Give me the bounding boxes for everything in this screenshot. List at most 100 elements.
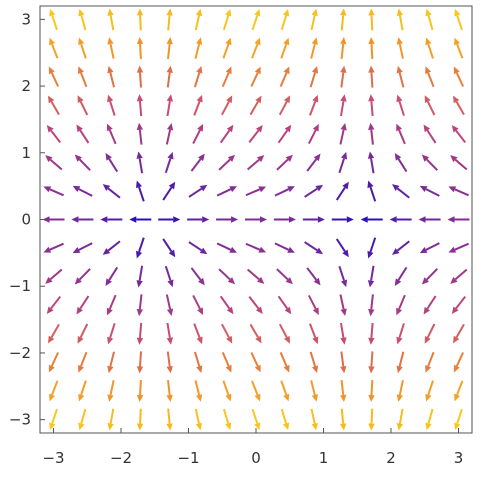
arrow-head xyxy=(394,153,402,161)
arrow-head xyxy=(225,66,232,75)
arrow-head xyxy=(226,124,234,133)
arrow-head xyxy=(285,277,293,285)
arrow-shaft xyxy=(167,43,171,59)
arrow-shaft xyxy=(193,72,201,88)
arrow-head xyxy=(340,94,347,102)
vector-arrow xyxy=(136,151,144,174)
vector-arrow xyxy=(394,153,408,173)
arrow-shaft xyxy=(79,323,89,338)
arrow-shaft xyxy=(370,322,374,338)
vector-arrow xyxy=(194,408,203,431)
arrow-shaft xyxy=(307,129,317,144)
arrow-shaft xyxy=(310,380,316,396)
arrow-shaft xyxy=(50,323,60,338)
arrow-shaft xyxy=(51,43,59,59)
y-tick-label: 2 xyxy=(21,77,31,95)
vector-arrow xyxy=(250,352,261,373)
arrow-head xyxy=(136,65,144,73)
vector-arrow xyxy=(368,322,375,345)
vector-arrow xyxy=(340,37,347,59)
arrow-shaft xyxy=(340,322,345,338)
vector-arrow xyxy=(194,8,203,31)
arrow-shaft xyxy=(251,408,259,424)
arrow-head xyxy=(396,65,403,74)
arrow-shaft xyxy=(80,43,87,59)
arrow-head xyxy=(312,307,319,316)
arrow-shaft xyxy=(398,351,405,367)
arrow-shaft xyxy=(250,352,259,367)
arrow-shaft xyxy=(306,158,318,172)
arrow-head xyxy=(225,8,232,17)
arrow-shaft xyxy=(109,43,115,59)
vector-arrow xyxy=(425,351,435,373)
x-tick-label: 1 xyxy=(319,449,329,467)
vector-arrow xyxy=(396,94,405,116)
arrow-shaft xyxy=(454,158,468,171)
arrow-head xyxy=(47,335,55,344)
vector-arrow xyxy=(396,351,405,374)
arrow-shaft xyxy=(307,295,317,310)
vector-arrow xyxy=(368,8,375,31)
arrow-head xyxy=(136,8,144,16)
arrow-shaft xyxy=(50,129,62,144)
vector-arrow xyxy=(396,37,404,59)
vector-arrow xyxy=(339,294,347,317)
arrow-shaft xyxy=(216,242,232,251)
arrow-shaft xyxy=(50,101,60,116)
vector-arrow xyxy=(309,66,319,88)
arrow-head xyxy=(340,366,347,374)
arrow-shaft xyxy=(309,72,316,88)
arrow-head xyxy=(288,216,296,223)
vector-arrow xyxy=(222,380,232,402)
arrow-head xyxy=(102,248,111,255)
arrow-shaft xyxy=(49,268,63,281)
arrow-head xyxy=(317,216,325,223)
vector-arrow xyxy=(246,155,265,171)
arrow-shaft xyxy=(279,351,288,367)
arrow-head xyxy=(136,94,144,102)
arrow-shaft xyxy=(139,43,142,59)
arrow-shaft xyxy=(109,380,115,396)
arrow-shaft xyxy=(221,101,230,116)
y-ticks: −3 −2 −1 0 1 2 3 xyxy=(9,10,31,428)
arrow-shaft xyxy=(216,188,232,197)
arrow-head xyxy=(42,216,50,223)
arrow-shaft xyxy=(50,352,60,367)
vector-arrow xyxy=(421,154,438,171)
vector-arrow xyxy=(250,66,261,87)
vector-arrow xyxy=(308,94,319,116)
arrow-head xyxy=(71,216,79,223)
arrow-shaft xyxy=(109,351,116,367)
vector-arrow xyxy=(136,351,144,374)
arrow-head xyxy=(225,364,232,373)
axes: −3 −2 −1 0 1 2 3 −3 −2 −1 0 1 2 3 xyxy=(9,10,463,467)
vector-arrow xyxy=(396,8,404,31)
arrow-head xyxy=(260,216,267,223)
vector-arrow xyxy=(222,8,232,31)
arrow-head xyxy=(450,276,458,284)
arrow-shaft xyxy=(166,101,171,117)
vector-arrow xyxy=(450,155,468,171)
vector-arrow xyxy=(424,323,436,344)
arrow-shaft xyxy=(426,295,437,310)
vector-arrow xyxy=(42,216,65,223)
arrow-head xyxy=(454,393,461,402)
arrow-shaft xyxy=(276,268,289,281)
arrow-head xyxy=(396,307,403,316)
arrow-head xyxy=(196,365,203,373)
arrow-head xyxy=(77,66,84,74)
arrow-head xyxy=(283,335,291,344)
arrow-head xyxy=(312,94,319,103)
arrow-head xyxy=(76,306,83,315)
arrow-head xyxy=(46,125,54,133)
arrow-head xyxy=(166,122,174,131)
arrow-shaft xyxy=(193,101,201,116)
arrow-shaft xyxy=(335,238,346,252)
arrow-shaft xyxy=(188,241,203,252)
vector-arrow xyxy=(107,408,115,431)
arrow-head xyxy=(312,336,319,345)
arrow-shaft xyxy=(79,129,90,144)
arrow-head xyxy=(107,365,114,374)
arrow-shaft xyxy=(308,323,317,338)
arrow-head xyxy=(49,8,56,17)
